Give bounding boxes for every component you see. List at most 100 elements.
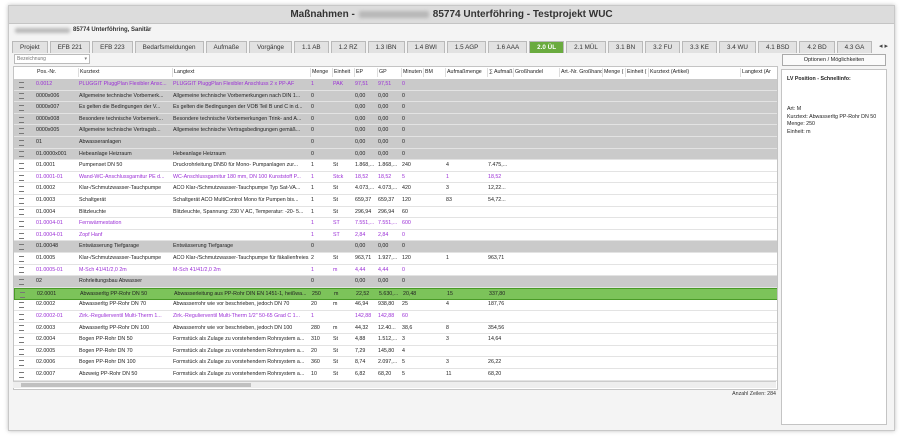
row-icon <box>19 255 24 262</box>
table-cell: 68,20 <box>378 371 392 377</box>
table-row[interactable]: 02 Rohrleitungsbau Abwasser 0 0,00 0,00 0 <box>14 276 777 288</box>
table-cell: St <box>333 208 339 215</box>
options-button[interactable]: Optionen / Möglichkeiten <box>782 54 886 66</box>
column-header[interactable]: Einheit ( <box>626 68 649 77</box>
column-header[interactable]: Aufmaßmenge <box>446 68 488 77</box>
column-header[interactable]: Kurztext (Artikel) <box>649 68 741 77</box>
row-icon <box>19 313 24 320</box>
row-icon <box>19 151 24 158</box>
table-row[interactable]: 02.0006 Bogen PP-Rohr DN 100 Formstück als… <box>14 357 777 369</box>
table-row[interactable]: 02.0007 Abzweig PP-Rohr DN 50 Formstück al… <box>14 369 777 381</box>
table-row[interactable]: 01.0001-01 Wand-WC-Anschlussgarnitur PE d… <box>14 172 777 184</box>
column-header[interactable]: GP <box>378 68 402 77</box>
tab[interactable]: 2.0 ÜL <box>529 41 565 53</box>
table-cell: 4,44 <box>355 266 366 273</box>
column-header[interactable]: Menge <box>311 68 333 77</box>
tab[interactable]: 1.4 BWI <box>406 41 445 53</box>
tab[interactable]: 1.1 AB <box>294 41 329 53</box>
table-cell: 0 <box>402 139 405 145</box>
table-cell: 60 <box>402 313 408 319</box>
table-row[interactable]: 02.0004 Bogen PP-Rohr DN 50 Formstück als … <box>14 334 777 346</box>
table-row[interactable]: 01.0005 Klar-/Schmutzwasser-Tauchpumpe ACO… <box>14 253 777 265</box>
table-cell: 4,44 <box>378 266 389 273</box>
table-row[interactable]: 02.0003 Abwasserltg PP-Rohr DN 100 Abwasse… <box>14 323 777 335</box>
tab[interactable]: 1.6 AAA <box>488 41 528 53</box>
column-header[interactable]: ∑ Aufmaß <box>489 68 514 77</box>
tab[interactable]: 4.1 BSD <box>757 41 798 53</box>
table-cell: Hebeanlage Heizraum <box>79 150 132 157</box>
table-row[interactable]: 0000x008 Besondere technische Vorbemerk..… <box>14 113 777 126</box>
table-row[interactable]: 01.00048 Entwässerung Tiefgarage Entwässer… <box>14 241 777 253</box>
tab[interactable]: 1.2 RZ <box>330 41 366 53</box>
table-row[interactable]: 02.0005 Bogen PP-Rohr DN 70 Formstück als … <box>14 346 777 358</box>
tab[interactable]: 1.5 AGP <box>446 41 487 53</box>
tab[interactable]: 1.3 IBN <box>367 41 405 53</box>
tab[interactable]: Aufmaße <box>205 41 248 53</box>
column-header[interactable]: EP <box>355 68 378 77</box>
table-row[interactable]: 01.0004-01 Zopf Hanf 1 ST 2,84 2,84 0 <box>14 230 777 242</box>
table-cell: 12.40... <box>378 324 396 331</box>
table-cell: 1 <box>446 173 449 180</box>
column-header[interactable]: Langtext (Ar <box>741 68 777 77</box>
table-row[interactable]: 0000x006 Allgemeine technische Vorbemerk.… <box>14 90 777 103</box>
table-row[interactable]: 01 Abwasseranlagen 0 0,00 0,00 0 <box>14 137 777 149</box>
tab[interactable]: 2.1 MÜL <box>566 41 606 53</box>
table-cell: 1 <box>311 81 314 87</box>
title-bar: Maßnahmen - 85774 Unterföhring - Testpro… <box>9 6 894 24</box>
column-header[interactable]: Pos.-Nr. <box>36 68 79 77</box>
table-cell: 659,37 <box>378 197 395 203</box>
table-row[interactable]: 01.0000x001 Hebeanlage Heizraum Hebeanlage… <box>14 148 777 161</box>
tab[interactable]: 4.2 BD <box>799 41 835 53</box>
column-header[interactable]: Langtext <box>173 68 311 77</box>
table-row[interactable]: 0.0012 PLUGGIT PluggPlan Flexibler Ansc..… <box>14 79 777 91</box>
tab[interactable]: Bedarfsmeldungen <box>134 41 204 53</box>
table-cell: 0 <box>402 231 405 238</box>
tab[interactable]: 4.3 GA <box>836 41 873 53</box>
column-header[interactable]: Kurztext <box>79 68 173 77</box>
horizontal-scrollbar[interactable] <box>13 381 776 388</box>
table-cell: St <box>333 255 339 261</box>
column-header[interactable]: Einheit <box>333 68 355 77</box>
table-cell: 0 <box>402 243 405 250</box>
table-row[interactable]: 01.0001 Pumpenset DN 50 Druckrohrleitung D… <box>14 160 777 172</box>
row-icon <box>19 174 24 181</box>
table-cell: 01.0001 <box>36 162 56 169</box>
filter-dropdown[interactable]: Bezeichnung <box>14 54 90 64</box>
table-row[interactable]: 0000x007 Es gelten die Bedingungen der V.… <box>14 102 777 114</box>
table-cell: 0 <box>311 139 314 145</box>
table-cell: Allgemeine technische Vorbemerkungen nac… <box>173 92 301 99</box>
table-row[interactable]: 01.0005-01 M-Sch 41/41/2,0 2m M-Sch 41/41/… <box>14 265 777 277</box>
tab[interactable]: EFB 223 <box>92 41 133 53</box>
table-cell: 02.0004 <box>36 336 56 343</box>
table-row[interactable]: 02.0001 Abwasserltg PP-Rohr DN 50 Abwasser… <box>14 287 777 301</box>
column-header[interactable]: Minuten <box>402 68 424 77</box>
table-cell: 0 <box>311 150 314 157</box>
column-header[interactable]: Großhandel <box>514 68 560 77</box>
table-cell: 0 <box>402 150 405 157</box>
tab[interactable]: EFB 221 <box>49 41 91 53</box>
table-row[interactable]: 01.0003 Schaltgerät Schaltgerät ACO MultiC… <box>14 195 777 207</box>
column-header[interactable]: BM <box>424 68 446 77</box>
tab[interactable]: Projekt <box>12 41 48 53</box>
table-cell: Abwasseranlagen <box>79 139 122 145</box>
tab[interactable]: 3.3 KE <box>682 41 717 53</box>
table-cell: 0000x007 <box>36 104 60 111</box>
column-header[interactable]: Art.-Nr. Großhandel <box>561 68 603 77</box>
table-cell: 1 <box>311 197 314 203</box>
table-cell: 02.0003 <box>36 324 56 331</box>
tab[interactable]: Vorgänge <box>249 41 293 53</box>
table-cell: 4.073,... <box>378 185 398 192</box>
table-row[interactable]: 01.0004 Blitzleuchte Blitzleuchte, Spannun… <box>14 207 777 219</box>
tab-scroll[interactable]: ◂ ▸ <box>879 43 888 50</box>
table-row[interactable]: 01.0004-01 Fernwärmestation 1 ST 7.551,... 7.… <box>14 218 777 230</box>
table-row[interactable]: 01.0002 Klar-/Schmutzwasser-Tauchpumpe ACO… <box>14 183 777 195</box>
column-header[interactable]: Menge ( <box>603 68 626 77</box>
table-cell: Es gelten die Bedingungen der V... <box>79 104 161 111</box>
tab[interactable]: 3.4 WU <box>718 41 756 53</box>
table-row[interactable]: 02.0002 Abwasserltg PP-Rohr DN 70 Abwasser… <box>14 299 777 311</box>
table-row[interactable]: 02.0002-01 Zirk.-Regulierventil Multi-The… <box>14 311 777 323</box>
table-row[interactable]: 0000x005 Allgemeine technische Vertragsb.… <box>14 125 777 137</box>
tab[interactable]: 3.1 BN <box>607 41 644 53</box>
tab[interactable]: 3.2 FU <box>645 41 681 53</box>
